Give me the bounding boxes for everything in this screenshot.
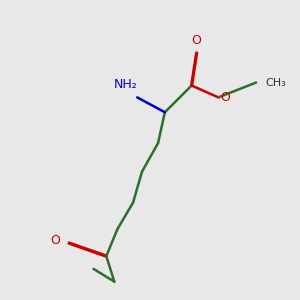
Text: O: O <box>192 34 202 47</box>
Text: NH₂: NH₂ <box>113 78 137 92</box>
Text: O: O <box>220 91 230 104</box>
Text: CH₃: CH₃ <box>265 77 286 88</box>
Text: O: O <box>50 234 60 247</box>
